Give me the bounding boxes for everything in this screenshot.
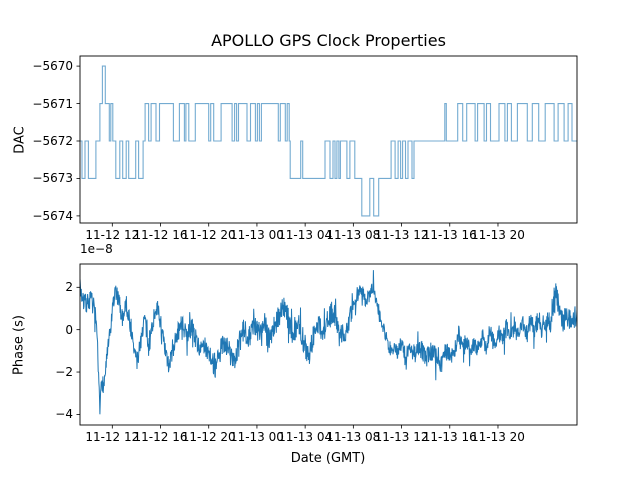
y-offset-label: 1e−8 [80, 242, 113, 256]
dac-plot-area [79, 55, 578, 224]
y-tick-label: 2 [65, 280, 73, 295]
x-tick-label: 11-12 12 [85, 430, 140, 444]
x-tick-label: 11-13 08 [326, 228, 381, 242]
dac-step-line [80, 65, 577, 217]
y-tick-label: −4 [55, 407, 73, 422]
phase-plot-area [79, 263, 578, 426]
x-tick-label: 11-13 00 [229, 430, 284, 444]
y-tick-label: −5673 [32, 171, 73, 186]
x-tick-label: 11-12 20 [181, 228, 236, 242]
y-tick-label: 0 [65, 322, 73, 337]
x-tick-label: 11-13 16 [422, 228, 477, 242]
date-axis-label: Date (GMT) [290, 451, 366, 466]
x-tick-label: 11-13 12 [374, 430, 429, 444]
y-tick-label: −5671 [32, 96, 73, 111]
x-tick-label: 11-13 16 [422, 430, 477, 444]
x-tick-label: 11-13 20 [470, 430, 525, 444]
x-tick-label: 11-12 16 [133, 430, 188, 444]
x-tick-label: 11-12 16 [133, 228, 188, 242]
x-tick-label: 11-13 12 [374, 228, 429, 242]
y-tick-label: −2 [55, 365, 73, 380]
y-tick-label: −5672 [32, 133, 73, 148]
x-tick-label: 11-13 04 [278, 430, 333, 444]
dac-ticks [76, 65, 499, 227]
dac-axis-label: DAC [12, 126, 28, 154]
x-tick-label: 11-13 04 [278, 228, 333, 242]
x-tick-label: 11-13 20 [470, 228, 525, 242]
y-tick-label: −5674 [32, 208, 73, 223]
phase-axis-label: Phase (s) [11, 315, 27, 375]
phase-line [80, 270, 577, 415]
x-tick-label: 11-13 08 [326, 430, 381, 444]
x-tick-label: 11-12 12 [85, 228, 140, 242]
x-tick-label: 11-13 00 [229, 228, 284, 242]
chart-title: APOLLO GPS Clock Properties [211, 31, 446, 50]
phase-ticks [76, 286, 499, 429]
x-tick-label: 11-12 20 [181, 430, 236, 444]
y-tick-label: −5670 [32, 59, 73, 74]
